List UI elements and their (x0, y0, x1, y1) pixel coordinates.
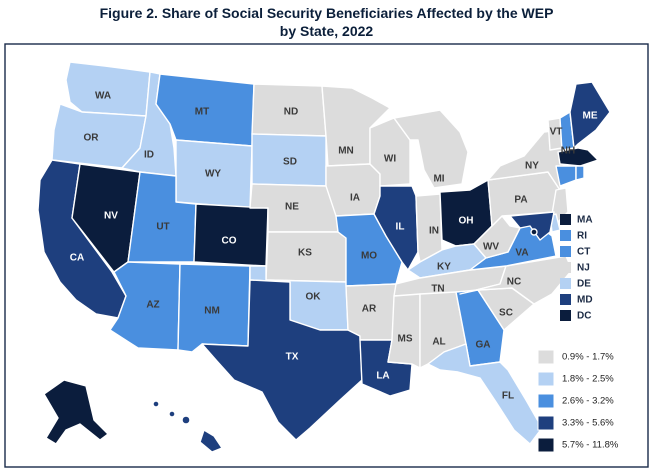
small-state-swatch-ma (560, 214, 571, 225)
label-wi: WI (384, 154, 396, 165)
small-state-label-dc: DC (577, 311, 591, 322)
small-state-swatch-nj (560, 262, 571, 273)
label-ak: AK (40, 376, 55, 387)
state-ak (43, 379, 109, 445)
small-state-swatch-md (560, 294, 571, 305)
label-az: AZ (146, 300, 159, 311)
state-il (373, 185, 419, 271)
small-state-label-ma: MA (577, 215, 593, 226)
legend: 0.9% - 1.7% 1.8% - 2.5% 2.6% - 3.2% 3.3%… (537, 349, 619, 453)
label-tn: TN (431, 284, 444, 295)
hawaii-island-small (152, 400, 160, 408)
hawaii-island-small (168, 410, 176, 418)
label-nd: ND (284, 107, 298, 118)
small-state-label-md: MD (577, 295, 593, 306)
legend-swatch-1 (537, 371, 555, 387)
label-ca: CA (70, 253, 84, 264)
state-ia (325, 163, 381, 217)
state-hi (199, 429, 223, 453)
label-ky: KY (437, 262, 451, 273)
label-ar: AR (362, 304, 377, 315)
legend-label-4: 5.7% - 11.8% (562, 440, 619, 451)
legend-label-3: 3.3% - 5.6% (562, 418, 614, 429)
small-state-label-ct: CT (577, 247, 590, 258)
label-me: ME (583, 111, 598, 122)
legend-swatch-3 (537, 415, 555, 431)
small-state-swatch-dc (560, 310, 571, 321)
label-ga: GA (476, 340, 491, 351)
label-wa: WA (95, 91, 111, 102)
figure-title: Figure 2. Share of Social Security Benef… (0, 4, 653, 40)
state-shapes (37, 61, 611, 453)
small-state-label-de: DE (577, 279, 591, 290)
label-ne: NE (285, 202, 299, 213)
legend-label-0: 0.9% - 1.7% (562, 352, 614, 363)
small-state-label-nj: NJ (577, 263, 590, 274)
label-mt: MT (195, 107, 209, 118)
small-state-label-ri: RI (577, 231, 587, 242)
label-co: CO (222, 236, 237, 247)
label-ia: IA (350, 193, 360, 204)
label-va: VA (515, 248, 528, 259)
state-tx (201, 279, 363, 441)
label-il: IL (396, 222, 405, 233)
label-al: AL (432, 337, 445, 348)
small-state-swatch-de (560, 278, 571, 289)
title-line-2: by State, 2022 (279, 23, 374, 39)
legend-swatch-2 (537, 393, 555, 409)
state-mi (393, 109, 469, 189)
label-nv: NV (104, 211, 118, 222)
label-ut: UT (156, 222, 169, 233)
state-wa (65, 61, 151, 117)
label-nm: NM (204, 306, 220, 317)
legend-swatch-4 (537, 437, 555, 453)
label-or: OR (84, 133, 100, 144)
state-ma (557, 147, 599, 167)
label-fl: FL (502, 391, 514, 402)
label-nh: NH (561, 146, 575, 157)
state-ri (575, 165, 585, 181)
legend-swatch-0 (537, 349, 555, 365)
small-state-swatch-ri (560, 230, 571, 241)
hawaii-island-small (181, 415, 191, 425)
label-nc: NC (507, 277, 521, 288)
label-tx: TX (286, 352, 299, 363)
state-md (509, 211, 555, 241)
label-oh: OH (459, 216, 474, 227)
label-ny: NY (525, 161, 539, 172)
label-vt: VT (550, 127, 563, 138)
label-sd: SD (283, 157, 297, 168)
label-wv: WV (483, 242, 499, 253)
label-la: LA (376, 371, 389, 382)
label-ok: OK (306, 292, 322, 303)
small-states-key: MA RI CT NJ DE MD DC (560, 214, 593, 322)
state-labels: WA OR CA NV ID MT WY UT AZ NM CO ND SD N… (40, 91, 598, 444)
label-mo: MO (361, 251, 377, 262)
state-me (569, 81, 611, 149)
label-in: IN (429, 226, 439, 237)
label-wy: WY (205, 169, 221, 180)
legend-label-1: 1.8% - 2.5% (562, 374, 614, 385)
label-ks: KS (298, 248, 312, 259)
label-id: ID (144, 150, 154, 161)
label-mn: MN (338, 146, 354, 157)
label-ms: MS (398, 334, 413, 345)
label-sc: SC (499, 308, 513, 319)
small-state-swatch-ct (560, 246, 571, 257)
label-hi: HI (180, 433, 190, 444)
title-line-1: Figure 2. Share of Social Security Benef… (99, 5, 554, 21)
label-pa: PA (514, 195, 527, 206)
label-mi: MI (433, 174, 444, 185)
state-nc (459, 255, 573, 305)
legend-label-2: 2.6% - 3.2% (562, 396, 614, 407)
state-dc (530, 228, 538, 236)
